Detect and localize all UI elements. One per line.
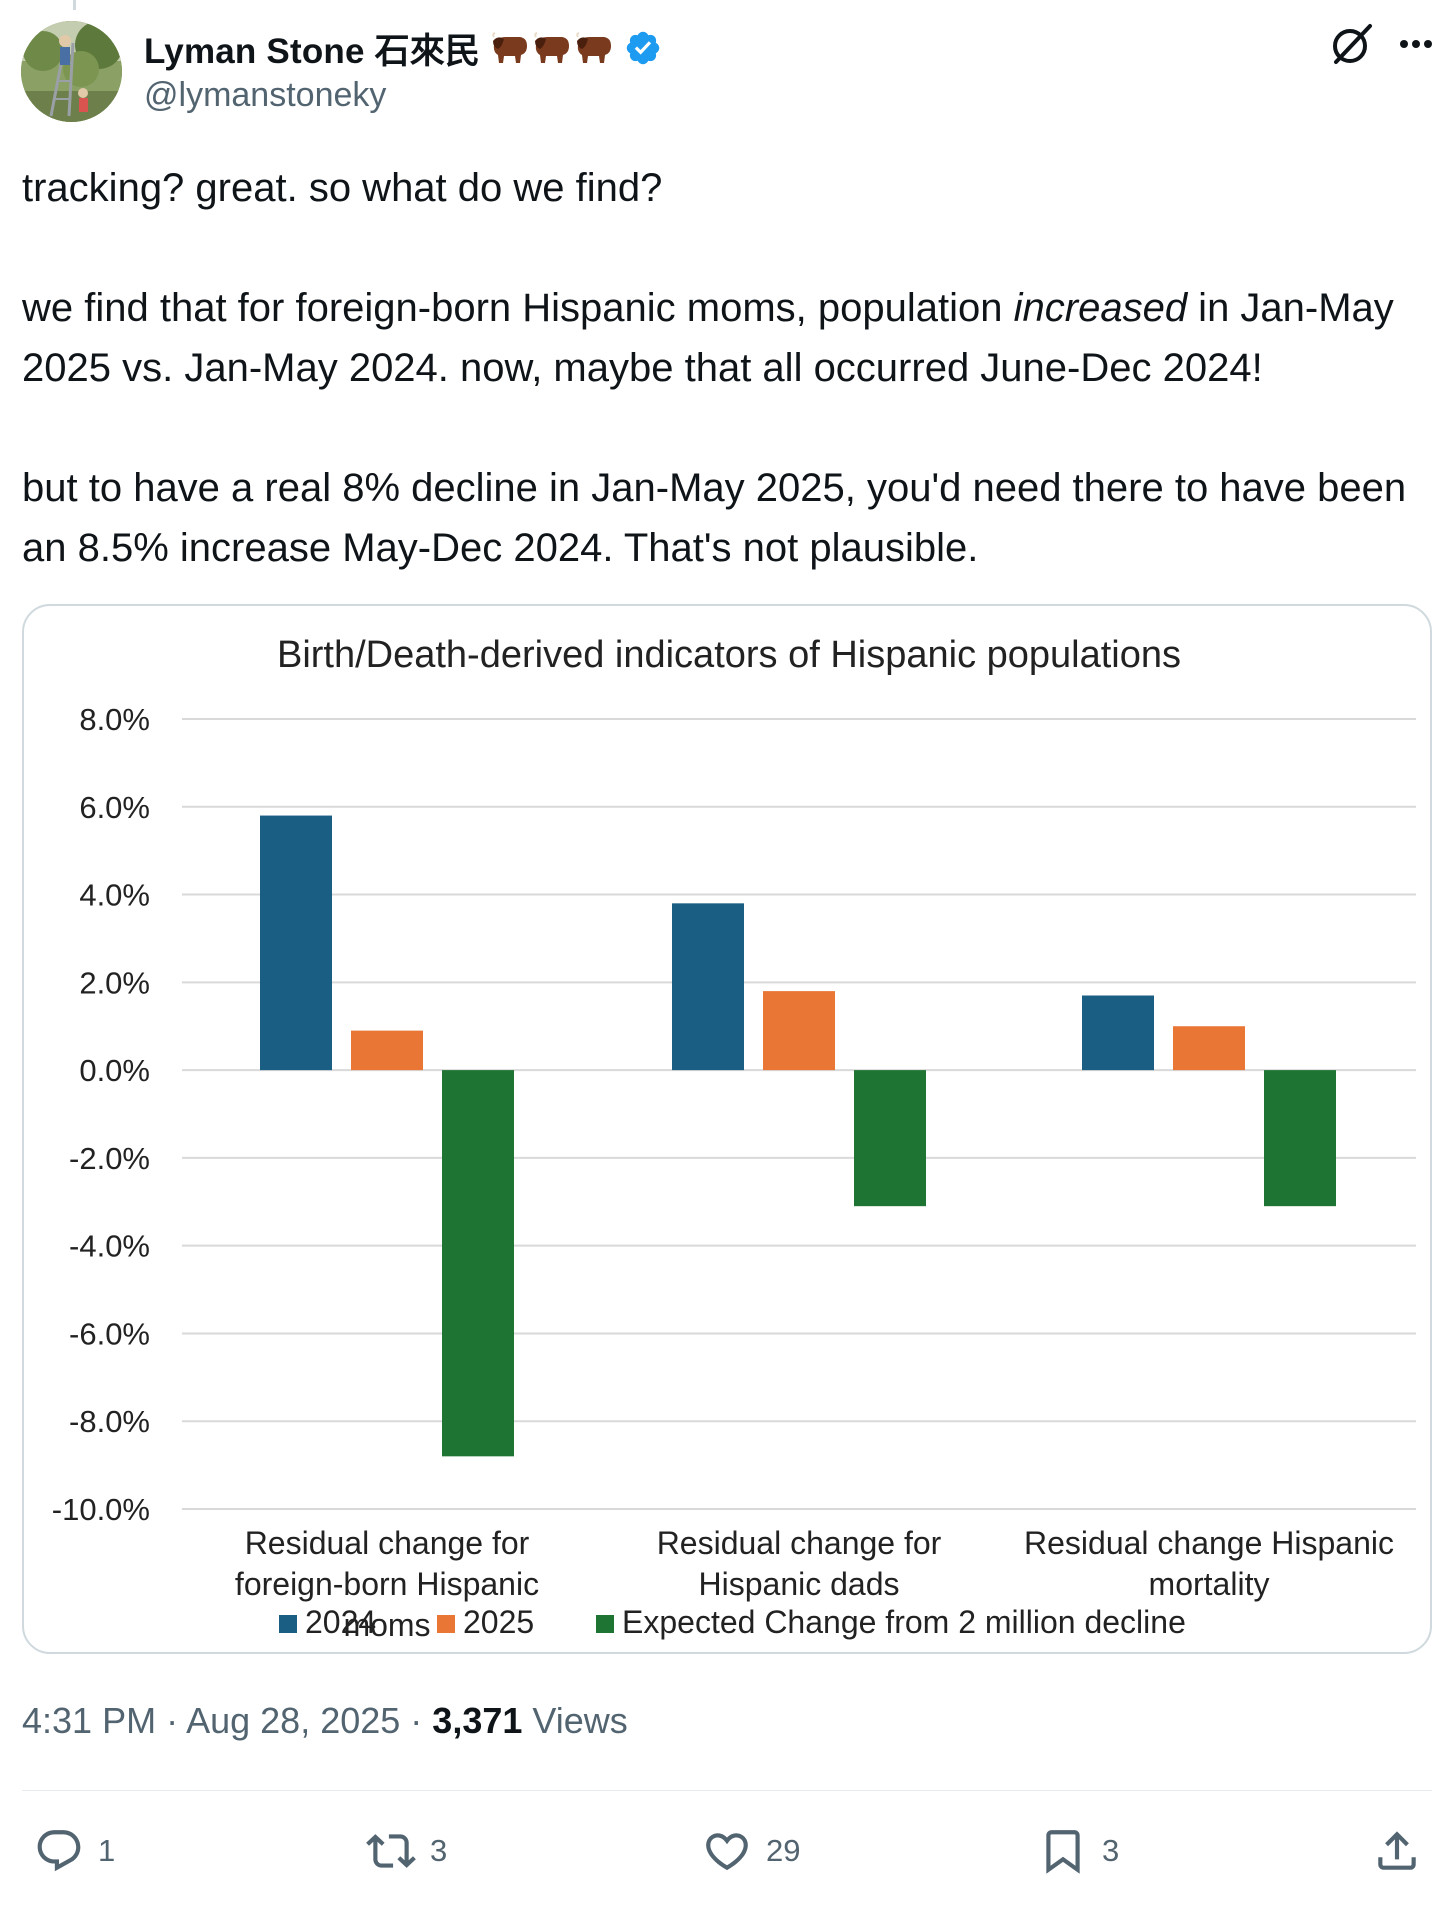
- category-label: Residual change for: [245, 1525, 530, 1561]
- y-tick-label: 2.0%: [79, 965, 150, 1000]
- views-count: 3,371: [432, 1700, 523, 1741]
- user-handle[interactable]: @lymanstoneky: [144, 76, 387, 114]
- verified-badge-icon[interactable]: [624, 29, 662, 67]
- like-count: 29: [766, 1833, 801, 1868]
- category-label: moms: [343, 1607, 430, 1643]
- y-tick-label: -4.0%: [69, 1229, 150, 1264]
- repost-count: 3: [430, 1833, 448, 1868]
- bookmark-icon: [1046, 1830, 1080, 1874]
- repost-button[interactable]: 3: [366, 1826, 447, 1876]
- like-button[interactable]: 29: [702, 1826, 800, 1876]
- share-icon: [1378, 1831, 1416, 1870]
- legend-swatch: [596, 1615, 614, 1633]
- bar-expected: [442, 1070, 514, 1457]
- legend-label: 2024: [305, 1604, 376, 1640]
- heart-icon: [706, 1833, 748, 1871]
- tweet-paragraph-3: but to have a real 8% decline in Jan-May…: [22, 466, 1407, 570]
- y-tick-label: -8.0%: [69, 1404, 150, 1439]
- category-label: mortality: [1149, 1566, 1270, 1602]
- reply-count: 1: [98, 1833, 116, 1868]
- reply-icon: [37, 1830, 81, 1872]
- tweet-text: tracking? great. so what do we find? we …: [22, 158, 1432, 578]
- tweet-paragraph-1: tracking? great. so what do we find?: [22, 166, 663, 210]
- category-label: Residual change Hispanic: [1024, 1525, 1394, 1561]
- views-label: Views: [522, 1700, 628, 1741]
- bar-2025: [351, 1030, 423, 1071]
- grok-icon[interactable]: [1328, 20, 1376, 68]
- legend-swatch: [437, 1615, 455, 1633]
- bar-2024: [1082, 995, 1154, 1071]
- tweet-paragraph-2-part-1: we find that for foreign-born Hispanic m…: [22, 286, 1014, 330]
- bar-2024: [672, 903, 744, 1071]
- chart-image-card[interactable]: Birth/Death-derived indicators of Hispan…: [22, 604, 1432, 1654]
- legend-label: Expected Change from 2 million decline: [622, 1604, 1186, 1640]
- y-tick-label: -2.0%: [69, 1141, 150, 1176]
- tweet-emphasis: increased: [1013, 286, 1188, 330]
- category-label: foreign-born Hispanic: [235, 1566, 539, 1602]
- bar-2025: [763, 991, 835, 1071]
- y-tick-label: 4.0%: [79, 878, 150, 913]
- bison-icon: [576, 32, 612, 63]
- bar-2025: [1173, 1026, 1245, 1071]
- bar-expected: [1264, 1070, 1336, 1207]
- repost-icon: [366, 1834, 416, 1868]
- chart-title: Birth/Death-derived indicators of Hispan…: [276, 634, 1182, 676]
- tweet-time[interactable]: 4:31 PM: [22, 1700, 157, 1741]
- meta-separator: ·: [400, 1700, 433, 1741]
- bison-emoji-group: [490, 31, 614, 65]
- bar-chart: 8.0% 6.0% 4.0% 2.0% 0.0% -2.0% -4.0% -6.0% -8.0%…: [52, 702, 1416, 1643]
- bar-expected: [854, 1070, 926, 1207]
- reply-button[interactable]: 1: [34, 1826, 115, 1876]
- display-name[interactable]: Lyman Stone 石來民: [144, 31, 481, 71]
- legend-label: 2025: [463, 1604, 534, 1640]
- tweet-meta: 4:31 PM · Aug 28, 2025 · 3,371 Views: [22, 1700, 628, 1742]
- category-label: Hispanic dads: [699, 1566, 900, 1602]
- tweet-date[interactable]: Aug 28, 2025: [186, 1700, 401, 1741]
- tweet-paragraph-2: we find that for foreign-born Hispanic m…: [22, 278, 1432, 398]
- avatar[interactable]: [21, 21, 122, 122]
- thread-connector-line: [73, 0, 76, 10]
- divider: [22, 1790, 1432, 1791]
- y-tick-label: 6.0%: [79, 790, 150, 825]
- share-button[interactable]: [1372, 1826, 1422, 1876]
- more-options-icon[interactable]: [1392, 22, 1440, 66]
- tweet-paragraph-2-part-2: in Jan-May 2025 vs. Jan-May 2024. now, m…: [22, 286, 1394, 390]
- bison-icon: [492, 32, 528, 63]
- legend-swatch: [279, 1615, 297, 1633]
- category-label: Residual change for: [657, 1525, 942, 1561]
- bookmark-count: 3: [1102, 1833, 1120, 1868]
- y-tick-label: 8.0%: [79, 702, 150, 737]
- bar-2024: [260, 815, 332, 1071]
- bookmark-button[interactable]: 3: [1038, 1826, 1119, 1876]
- y-tick-label: -6.0%: [69, 1316, 150, 1351]
- y-tick-label: 0.0%: [79, 1053, 150, 1088]
- y-tick-label: -10.0%: [52, 1492, 150, 1527]
- meta-separator: ·: [156, 1700, 187, 1741]
- bison-icon: [534, 32, 570, 63]
